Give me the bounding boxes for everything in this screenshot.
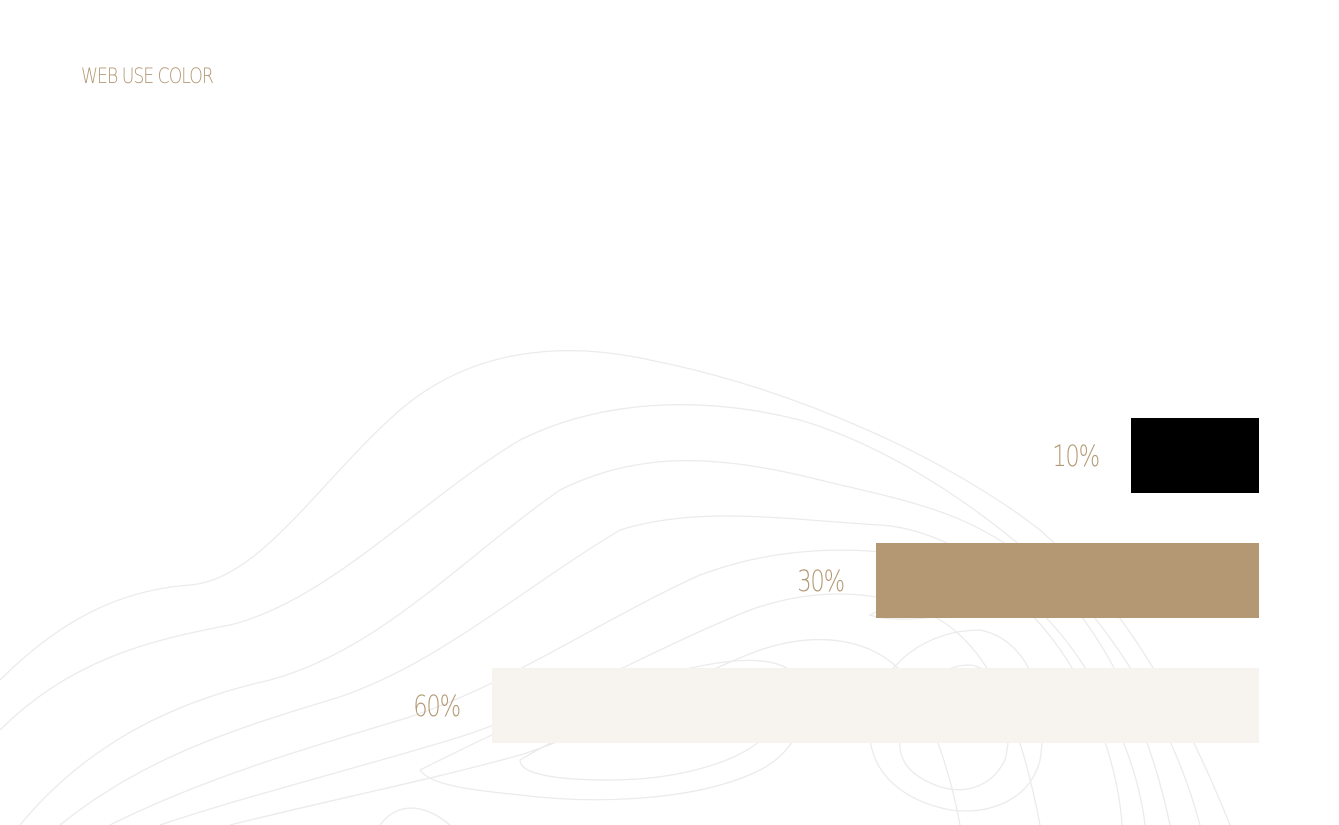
bar-row: 10% [1039,418,1259,493]
chart-title: WEB USE COLOR [81,64,214,88]
bar [492,668,1259,743]
data-label: 60% [413,688,461,723]
data-label: 30% [796,563,845,598]
bar-row: 60% [400,668,1259,743]
bar [875,543,1259,618]
bar [1131,418,1259,493]
data-label: 10% [1052,438,1100,473]
bar-row: 30% [784,543,1259,618]
